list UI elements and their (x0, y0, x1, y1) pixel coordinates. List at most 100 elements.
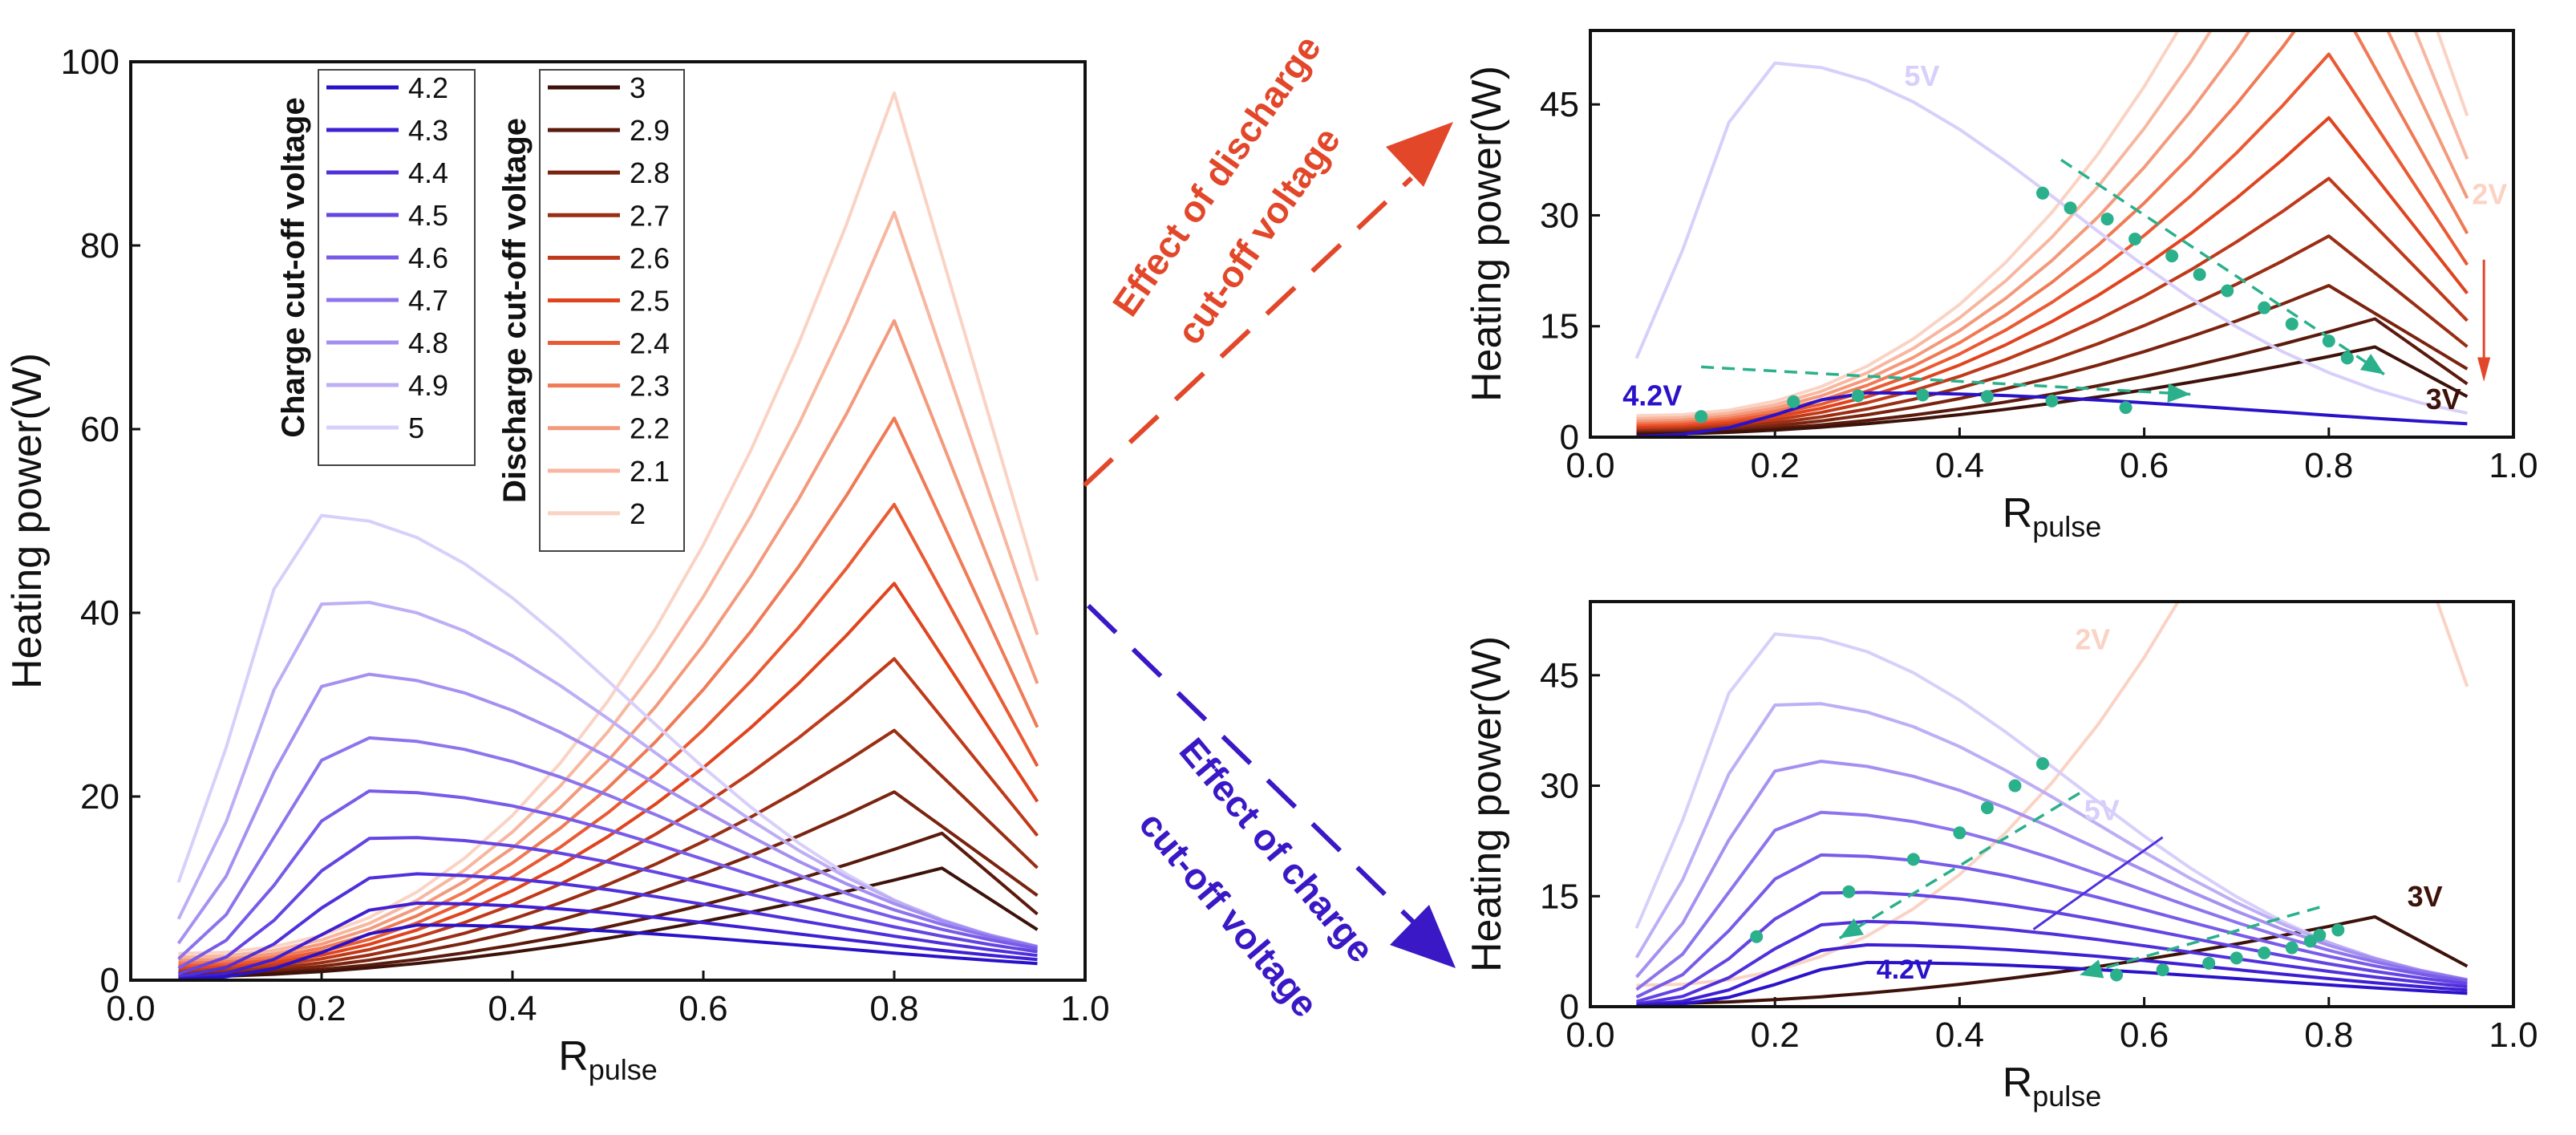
discharge-trend-arrow (2060, 158, 2385, 376)
discharge-trend-marker (2064, 201, 2077, 215)
label-4-2v: 4.2V (1622, 379, 1682, 411)
y-tick-label: 15 (1540, 307, 1579, 347)
series-line-charge-4.2 (1636, 960, 2468, 1007)
series-line-discharge-2.5 (178, 582, 1039, 971)
legend-label-4.3: 4.3 (408, 114, 448, 147)
legend-label-2.7: 2.7 (630, 199, 670, 232)
x-tick-label: 0.2 (297, 989, 346, 1028)
series-line-charge-4.6 (1635, 853, 2468, 999)
discharge-trend-marker (2230, 951, 2243, 965)
charge-trend-arrow-head (2167, 383, 2191, 403)
series-line-charge-4.4 (178, 872, 1038, 979)
charge-trend-arrow (1838, 792, 2080, 940)
series-line-charge-4.8 (1634, 760, 2468, 982)
series-line-charge-4.7 (177, 736, 1038, 960)
discharge-trend-marker (2202, 956, 2216, 970)
y-tick-label: 60 (80, 410, 119, 449)
charge-trend-marker (2035, 757, 2049, 770)
bottom-connector-line (1086, 603, 1420, 929)
legend-label-4.9: 4.9 (408, 369, 448, 402)
charge-trend-marker (1906, 853, 1920, 866)
tr-axes-frame (1589, 29, 2515, 439)
charge-trend-marker (2008, 779, 2022, 792)
discharge-trend-marker (2156, 963, 2169, 977)
discharge-trend-marker (2285, 941, 2299, 955)
discharge-trend-marker (2285, 317, 2299, 330)
y-tick-label: 15 (1540, 877, 1579, 916)
br-axes-frame (1589, 600, 2515, 1008)
charge-trend-arrow-head (1839, 918, 1864, 938)
charge-legend-box (318, 69, 476, 466)
label-2v: 2V (2075, 623, 2110, 656)
series-line-discharge-2 (1636, 30, 2469, 418)
discharge-trend-marker (2165, 249, 2179, 263)
series-line-charge-4.8 (176, 672, 1038, 948)
x-tick-label: 1.0 (2489, 446, 2538, 485)
series-line-discharge-2.4 (178, 502, 1039, 968)
legend-label-2.4: 2.4 (630, 327, 670, 360)
legend-label-2: 2 (630, 497, 646, 530)
discharge-trend-marker (2313, 928, 2327, 942)
charge-trend-marker (1695, 410, 1708, 424)
x-tick-label: 0.4 (1935, 1015, 1984, 1055)
x-tick-label: 0.8 (2304, 1015, 2353, 1055)
series-line-discharge-2.2 (1636, 30, 2469, 424)
legend-label-2.3: 2.3 (630, 370, 670, 403)
charge-trend-marker (1916, 388, 1930, 402)
y-tick-label: 45 (1540, 656, 1579, 695)
x-tick-label: 1.0 (2489, 1015, 2538, 1055)
series-line-charge-4.2 (178, 923, 1038, 980)
x-axis-label: Rpulse (2003, 490, 2102, 543)
series-line-charge-4.7 (1635, 810, 2468, 991)
down-arrow-head (2477, 357, 2491, 382)
top-right-chart-panel: 0.0 0.2 0.4 0.6 0.8 1.0 0 15 30 45 Rpulse Heating p… (1464, 29, 2538, 543)
x-tick-label: 0.6 (2120, 1015, 2169, 1055)
discharge-trend-marker (2340, 351, 2354, 365)
label-4-2v: 4.2V (1877, 955, 1933, 985)
legend-label-2.5: 2.5 (630, 284, 670, 317)
x-tick-label: 0.2 (1751, 1015, 1800, 1055)
discharge-trend-marker (2331, 923, 2345, 937)
x-tick-label: 0.6 (2120, 446, 2169, 485)
series-line-discharge-2.8 (1636, 284, 2469, 435)
discharge-legend: Discharge cut-off voltage 3 2.9 2.8 2.7 2.6 2.… (497, 69, 685, 552)
charge-legend: Charge cut-off voltage 4.2 4.3 4.4 4.5 4.6 4.7… (276, 69, 476, 466)
legend-label-4.5: 4.5 (408, 199, 448, 232)
legend-label-2.9: 2.9 (630, 114, 670, 147)
legend-label-4.4: 4.4 (408, 156, 448, 189)
legend-label-4.8: 4.8 (408, 326, 448, 359)
discharge-trend-marker (2221, 284, 2234, 298)
charge-trend-marker (1980, 390, 1994, 403)
charge-trend-marker (1842, 885, 1856, 898)
top-connector-arrowhead (1386, 122, 1453, 187)
y-tick-label: 40 (80, 594, 119, 633)
legend-label-4.6: 4.6 (408, 241, 448, 274)
series-line-discharge-2.9 (1636, 317, 2469, 436)
y-tick-label: 30 (1540, 767, 1579, 806)
legend-label-5: 5 (408, 411, 424, 444)
charge-legend-title: Charge cut-off voltage (276, 97, 311, 437)
x-axis-label: Rpulse (558, 1033, 658, 1086)
bottom-connector-arrowhead (1390, 905, 1456, 968)
series-line-charge-4.6 (177, 789, 1038, 970)
label-5v: 5V (2084, 794, 2120, 827)
series-line-charge-4.9 (176, 601, 1039, 950)
discharge-trend-marker (2128, 232, 2142, 245)
charge-trend-marker (1980, 801, 1994, 815)
y-axis-label: Heating power(W) (4, 353, 51, 689)
y-axis-label: Heating power(W) (1464, 66, 1510, 402)
top-connector-line (1082, 176, 1414, 488)
series-line-discharge-2.9 (178, 831, 1039, 978)
discharge-trend-arrow-head (2080, 959, 2104, 979)
discharge-trend-marker (2322, 334, 2335, 348)
series-line-discharge-2.3 (1636, 30, 2469, 426)
charge-trend-marker (1750, 930, 1764, 943)
pointer-line (2032, 836, 2164, 930)
y-tick-label: 0 (1560, 987, 1579, 1027)
label-3v: 3V (2408, 880, 2443, 913)
series-line-discharge-2.6 (1636, 176, 2469, 432)
y-tick-label: 45 (1540, 85, 1579, 124)
y-axis-label: Heating power(W) (1464, 636, 1510, 972)
y-tick-label: 100 (61, 43, 119, 82)
